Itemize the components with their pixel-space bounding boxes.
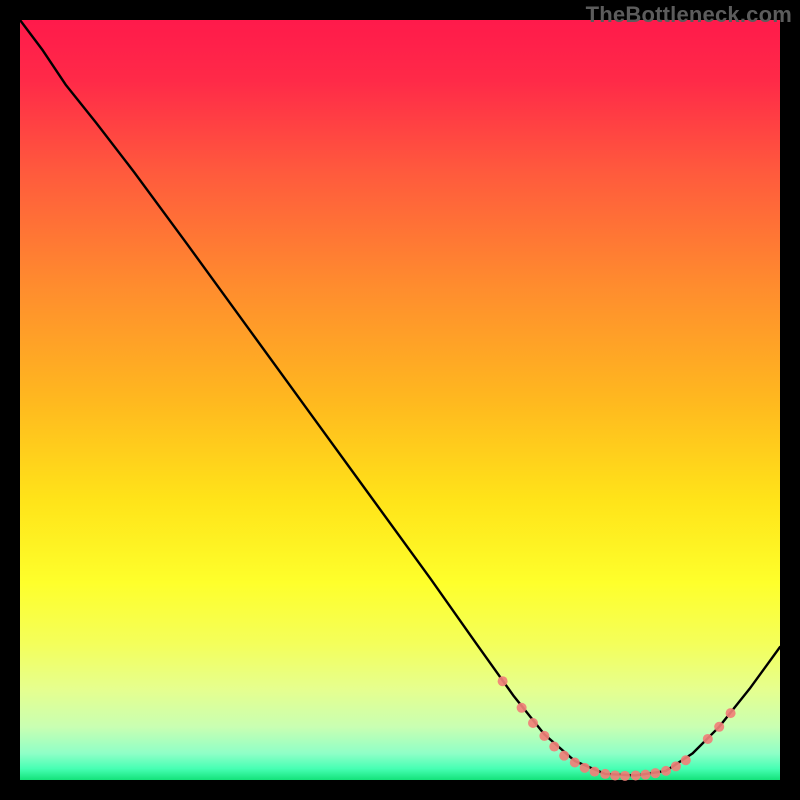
marker-point	[580, 763, 590, 773]
marker-point	[661, 766, 671, 776]
marker-point	[600, 769, 610, 779]
marker-point	[640, 770, 650, 780]
marker-point	[631, 770, 641, 780]
marker-point	[539, 731, 549, 741]
marker-point	[517, 703, 527, 713]
marker-point	[549, 742, 559, 752]
marker-point	[650, 768, 660, 778]
marker-point	[726, 708, 736, 718]
marker-point	[498, 676, 508, 686]
marker-point	[528, 718, 538, 728]
plot-background	[20, 20, 780, 780]
marker-point	[610, 770, 620, 780]
chart-svg	[0, 0, 800, 800]
marker-point	[620, 771, 630, 781]
marker-point	[714, 722, 724, 732]
marker-point	[559, 751, 569, 761]
marker-point	[681, 755, 691, 765]
chart-container: TheBottleneck.com	[0, 0, 800, 800]
marker-point	[703, 734, 713, 744]
marker-point	[590, 767, 600, 777]
marker-point	[671, 761, 681, 771]
marker-point	[570, 758, 580, 768]
